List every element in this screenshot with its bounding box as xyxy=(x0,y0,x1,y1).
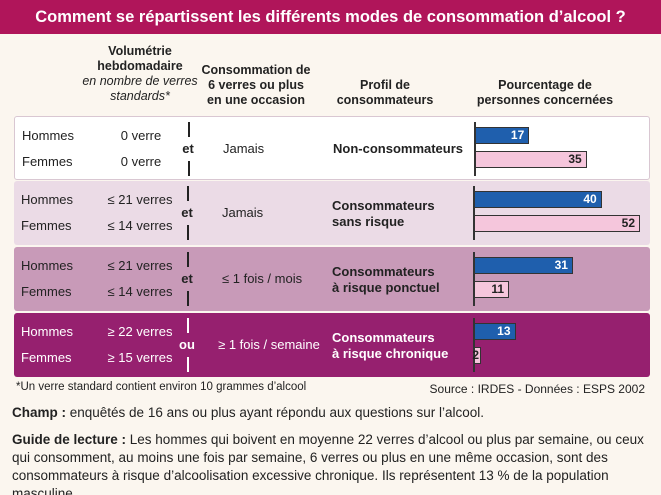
header-consommation: Consommation de 6 verres ou plus en une … xyxy=(201,63,311,107)
table-row: Hommes Femmes ≤ 21 verres ≤ 14 verres et Jama… xyxy=(14,181,650,245)
homme-label: Hommes xyxy=(21,258,74,273)
bar-value-label: 31 xyxy=(554,258,568,272)
table-row: Hommes Femmes 0 verre 0 verre et Jamais Non-co… xyxy=(14,116,650,180)
separator-bottom xyxy=(188,161,190,176)
separator-top xyxy=(187,186,189,201)
separator-top xyxy=(187,252,189,267)
bar-value-label: 2 xyxy=(472,348,479,362)
bar-hommes: 31 xyxy=(474,257,573,274)
bar-femmes: 52 xyxy=(474,215,640,232)
bar-value-label: 11 xyxy=(491,282,505,296)
femme-volume: ≥ 15 verres xyxy=(107,350,173,365)
bar-axis xyxy=(474,122,476,176)
header-volumetrie: Volumétrie hebdomadaire en nombre de ver… xyxy=(80,44,200,104)
bar-hommes: 40 xyxy=(474,191,602,208)
header-volumetrie-title: Volumétrie hebdomadaire xyxy=(97,44,183,73)
occasion: Jamais xyxy=(222,205,264,220)
champ-text: enquêtés de 16 ans ou plus ayant répondu… xyxy=(66,405,485,420)
table-header: Volumétrie hebdomadaire en nombre de ver… xyxy=(0,38,661,112)
profil-line1: Consommateurs xyxy=(332,330,435,345)
bar-value-label: 13 xyxy=(497,324,511,338)
profil-line1: Consommateurs xyxy=(332,264,435,279)
bar-femmes: 35 xyxy=(475,151,587,168)
femme-volume: ≤ 14 verres xyxy=(107,218,173,233)
source: Source : IRDES - Données : ESPS 2002 xyxy=(429,382,645,396)
femme-volume: ≤ 14 verres xyxy=(107,284,173,299)
champ-paragraph: Champ : enquêtés de 16 ans ou plus ayant… xyxy=(12,404,652,422)
connector-word: et xyxy=(181,205,193,220)
separator-top xyxy=(188,122,190,137)
guide-paragraph: Guide de lecture : Les hommes qui boiven… xyxy=(12,431,652,495)
header-pourcentage: Pourcentage de personnes concernées xyxy=(476,78,614,107)
occasion: ≤ 1 fois / mois xyxy=(222,271,303,286)
champ-label: Champ : xyxy=(12,405,66,420)
connector-word: et xyxy=(182,141,194,156)
occasion: ≥ 1 fois / semaine xyxy=(218,337,320,352)
profil-line2: sans risque xyxy=(332,214,405,229)
separator-bottom xyxy=(187,357,189,372)
guide-label: Guide de lecture : xyxy=(12,432,127,447)
bar-value-label: 17 xyxy=(510,128,525,142)
femme-label: Femmes xyxy=(21,218,72,233)
footnote: *Un verre standard contient environ 10 g… xyxy=(16,381,307,393)
homme-volume: ≤ 21 verres xyxy=(107,192,173,207)
femme-label: Femmes xyxy=(22,154,73,169)
bar-value-label: 35 xyxy=(568,152,582,166)
bar-axis xyxy=(473,318,475,372)
header-profil: Profil de consommateurs xyxy=(336,78,434,107)
femme-volume: 0 verre xyxy=(120,154,162,169)
guide-text: Les hommes qui boivent en moyenne 22 ver… xyxy=(12,432,644,495)
connector-word: ou xyxy=(179,337,195,352)
occasion: Jamais xyxy=(223,141,265,156)
bar-axis xyxy=(473,186,475,240)
bar-hommes: 13 xyxy=(474,323,516,340)
homme-volume: ≤ 21 verres xyxy=(107,258,173,273)
homme-volume: ≥ 22 verres xyxy=(107,324,173,339)
header-volumetrie-sub: en nombre de verres standards* xyxy=(82,74,198,103)
homme-label: Hommes xyxy=(21,324,74,339)
separator-top xyxy=(187,318,189,333)
table-row: Hommes Femmes ≥ 22 verres ≥ 15 verres ou ≥ 1 … xyxy=(14,313,650,377)
femme-label: Femmes xyxy=(21,350,72,365)
profil-line2: à risque chronique xyxy=(332,346,449,361)
separator-bottom xyxy=(187,291,189,306)
bar-axis xyxy=(473,252,475,306)
homme-volume: 0 verre xyxy=(120,128,162,143)
bar-hommes: 17 xyxy=(475,127,530,144)
profil-line1: Non-consommateurs xyxy=(333,141,464,156)
bar-value-label: 40 xyxy=(583,192,597,206)
connector-word: et xyxy=(181,271,193,286)
bar-femmes: 11 xyxy=(474,281,510,298)
profil-line1: Consommateurs xyxy=(332,198,435,213)
bar-femmes: 2 xyxy=(472,347,481,364)
table-row: Hommes Femmes ≤ 21 verres ≤ 14 verres et ≤ 1 … xyxy=(14,247,650,311)
chart-title: Comment se répartissent les différents m… xyxy=(0,0,661,34)
femme-label: Femmes xyxy=(21,284,72,299)
bar-value-label: 52 xyxy=(621,216,635,230)
separator-bottom xyxy=(187,225,189,240)
homme-label: Hommes xyxy=(21,192,74,207)
homme-label: Hommes xyxy=(22,128,75,143)
profil-line2: à risque ponctuel xyxy=(332,280,440,295)
